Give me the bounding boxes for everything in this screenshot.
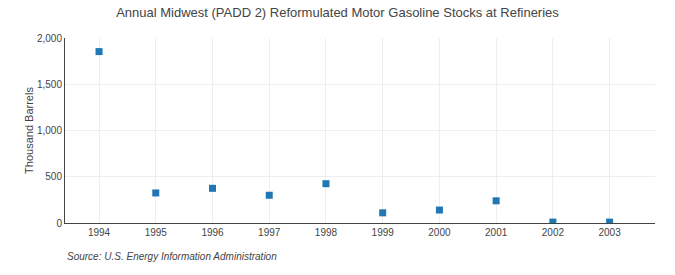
svg-text:Source: U.S. Energy Informatio: Source: U.S. Energy Information Administ…: [67, 251, 277, 262]
svg-text:1998: 1998: [315, 227, 338, 238]
svg-text:1996: 1996: [201, 227, 224, 238]
svg-text:2000: 2000: [428, 227, 451, 238]
svg-text:500: 500: [45, 171, 62, 182]
svg-text:1995: 1995: [145, 227, 168, 238]
svg-text:2,000: 2,000: [37, 33, 62, 44]
svg-text:1997: 1997: [258, 227, 281, 238]
svg-text:2002: 2002: [542, 227, 565, 238]
svg-text:Thousand Barrels: Thousand Barrels: [23, 87, 35, 174]
svg-text:1,000: 1,000: [37, 125, 62, 136]
svg-text:1,500: 1,500: [37, 79, 62, 90]
svg-text:2003: 2003: [598, 227, 621, 238]
svg-text:Annual Midwest (PADD 2) Reform: Annual Midwest (PADD 2) Reformulated Mot…: [116, 5, 559, 20]
svg-text:2001: 2001: [485, 227, 508, 238]
svg-text:0: 0: [56, 218, 62, 229]
svg-text:1999: 1999: [372, 227, 395, 238]
svg-text:1994: 1994: [88, 227, 111, 238]
